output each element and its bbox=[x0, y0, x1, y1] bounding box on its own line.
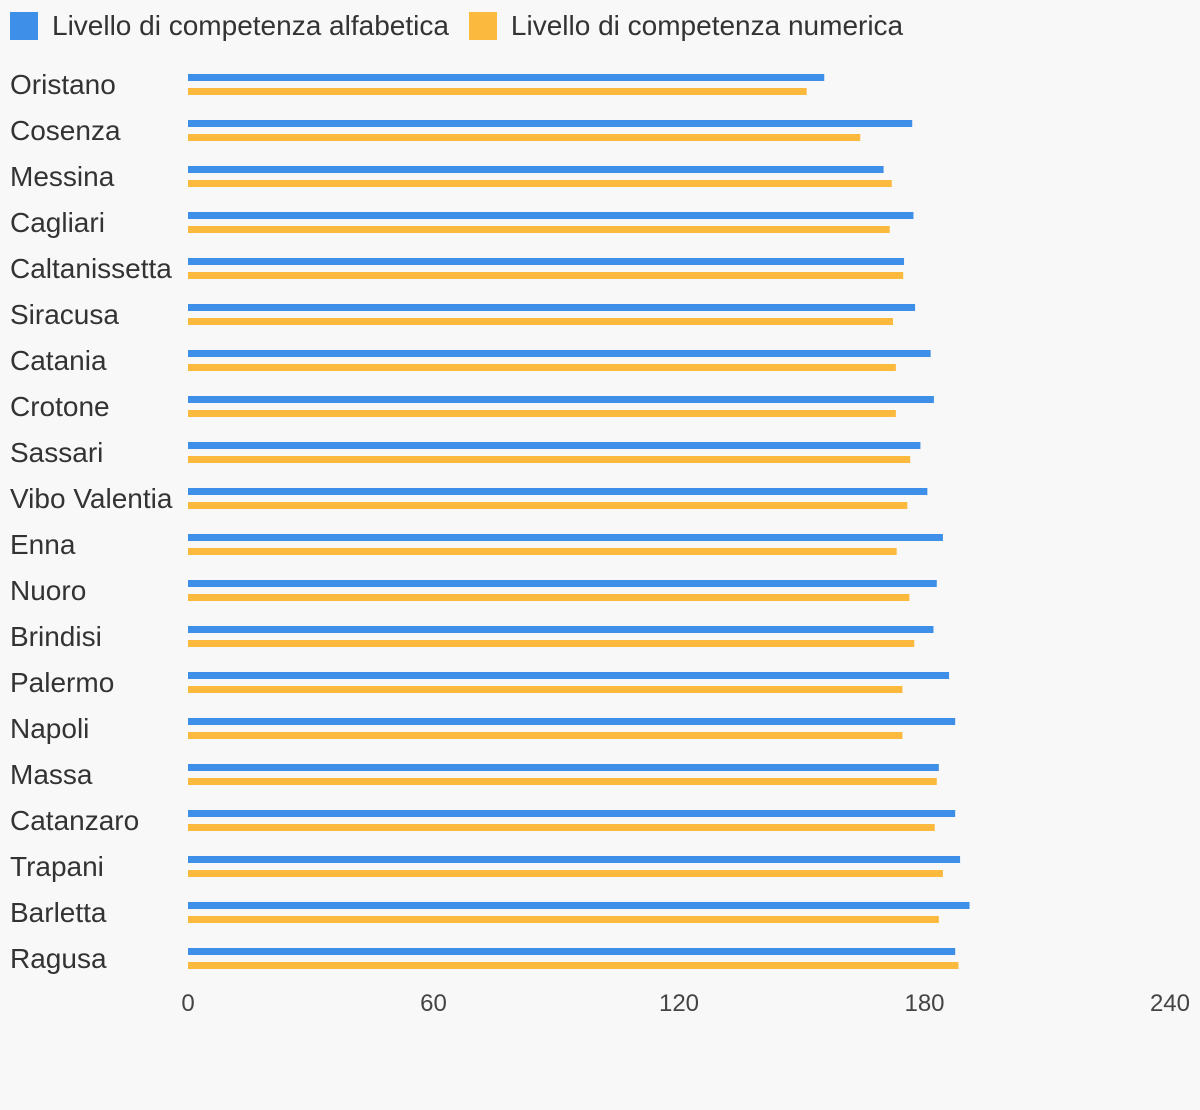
bar-numerica[interactable] bbox=[188, 272, 904, 279]
legend-swatch-numerica bbox=[468, 12, 497, 40]
bar-alfabetica[interactable] bbox=[188, 672, 950, 679]
x-tick-label: 0 bbox=[181, 990, 194, 1017]
x-tick-label: 240 bbox=[1150, 990, 1190, 1017]
category-label: Messina bbox=[10, 161, 115, 192]
bar-alfabetica[interactable] bbox=[188, 166, 884, 173]
category-label: Trapani bbox=[10, 851, 104, 882]
x-tick-label: 60 bbox=[420, 990, 447, 1017]
bar-alfabetica[interactable] bbox=[188, 304, 916, 311]
bar-alfabetica[interactable] bbox=[188, 534, 943, 541]
bar-alfabetica[interactable] bbox=[188, 74, 825, 81]
bar-numerica[interactable] bbox=[188, 640, 915, 647]
category-label: Napoli bbox=[10, 713, 89, 744]
bar-numerica[interactable] bbox=[188, 962, 959, 969]
category-label: Brindisi bbox=[10, 621, 102, 652]
bar-numerica[interactable] bbox=[188, 364, 896, 371]
legend-label-numerica: Livello di competenza numerica bbox=[510, 10, 904, 41]
bar-alfabetica[interactable] bbox=[188, 580, 937, 587]
bar-numerica[interactable] bbox=[188, 594, 910, 601]
category-label: Enna bbox=[10, 529, 76, 560]
bar-numerica[interactable] bbox=[188, 410, 896, 417]
bar-numerica[interactable] bbox=[188, 180, 892, 187]
legend-label-alfabetica: Livello di competenza alfabetica bbox=[52, 10, 449, 41]
bar-alfabetica[interactable] bbox=[188, 258, 905, 265]
category-label: Nuoro bbox=[10, 575, 86, 606]
category-label: Catania bbox=[10, 345, 107, 376]
bar-alfabetica[interactable] bbox=[188, 764, 939, 771]
bar-numerica[interactable] bbox=[188, 502, 908, 509]
bar-alfabetica[interactable] bbox=[188, 856, 961, 863]
bar-alfabetica[interactable] bbox=[188, 350, 931, 357]
legend-item-alfabetica[interactable]: Livello di competenza alfabetica bbox=[10, 8, 449, 44]
bar-alfabetica[interactable] bbox=[188, 212, 914, 219]
legend-swatch-alfabetica bbox=[10, 12, 38, 40]
category-label: Ragusa bbox=[10, 943, 107, 974]
bar-numerica[interactable] bbox=[188, 88, 807, 95]
bar-numerica[interactable] bbox=[188, 870, 943, 877]
bar-alfabetica[interactable] bbox=[188, 396, 934, 403]
category-label: Massa bbox=[10, 759, 93, 790]
category-label: Caltanissetta bbox=[10, 253, 172, 284]
bar-numerica[interactable] bbox=[188, 732, 903, 739]
category-label: Oristano bbox=[10, 69, 116, 100]
bar-numerica[interactable] bbox=[188, 824, 935, 831]
bar-numerica[interactable] bbox=[188, 318, 893, 325]
category-label: Cagliari bbox=[10, 207, 105, 238]
category-label: Sassari bbox=[10, 437, 103, 468]
bar-numerica[interactable] bbox=[188, 548, 897, 555]
bar-numerica[interactable] bbox=[188, 134, 861, 141]
bar-alfabetica[interactable] bbox=[188, 442, 921, 449]
x-tick-label: 180 bbox=[904, 990, 944, 1017]
category-label: Cosenza bbox=[10, 115, 121, 146]
chart-legend: Livello di competenza alfabetica Livello… bbox=[10, 8, 903, 44]
bar-numerica[interactable] bbox=[188, 456, 911, 463]
bar-numerica[interactable] bbox=[188, 778, 937, 785]
bar-alfabetica[interactable] bbox=[188, 810, 956, 817]
category-label: Siracusa bbox=[10, 299, 119, 330]
bar-alfabetica[interactable] bbox=[188, 488, 928, 495]
bar-alfabetica[interactable] bbox=[188, 902, 970, 909]
category-label: Barletta bbox=[10, 897, 107, 928]
bar-alfabetica[interactable] bbox=[188, 626, 934, 633]
legend-item-numerica[interactable]: Livello di competenza numerica bbox=[468, 8, 904, 44]
bar-alfabetica[interactable] bbox=[188, 120, 913, 127]
bar-numerica[interactable] bbox=[188, 916, 939, 923]
category-label: Vibo Valentia bbox=[10, 483, 173, 514]
x-tick-label: 120 bbox=[659, 990, 699, 1017]
bar-alfabetica[interactable] bbox=[188, 718, 956, 725]
bar-alfabetica[interactable] bbox=[188, 948, 956, 955]
category-label: Palermo bbox=[10, 667, 114, 698]
bar-numerica[interactable] bbox=[188, 226, 890, 233]
category-label: Catanzaro bbox=[10, 805, 139, 836]
bar-numerica[interactable] bbox=[188, 686, 903, 693]
category-label: Crotone bbox=[10, 391, 110, 422]
